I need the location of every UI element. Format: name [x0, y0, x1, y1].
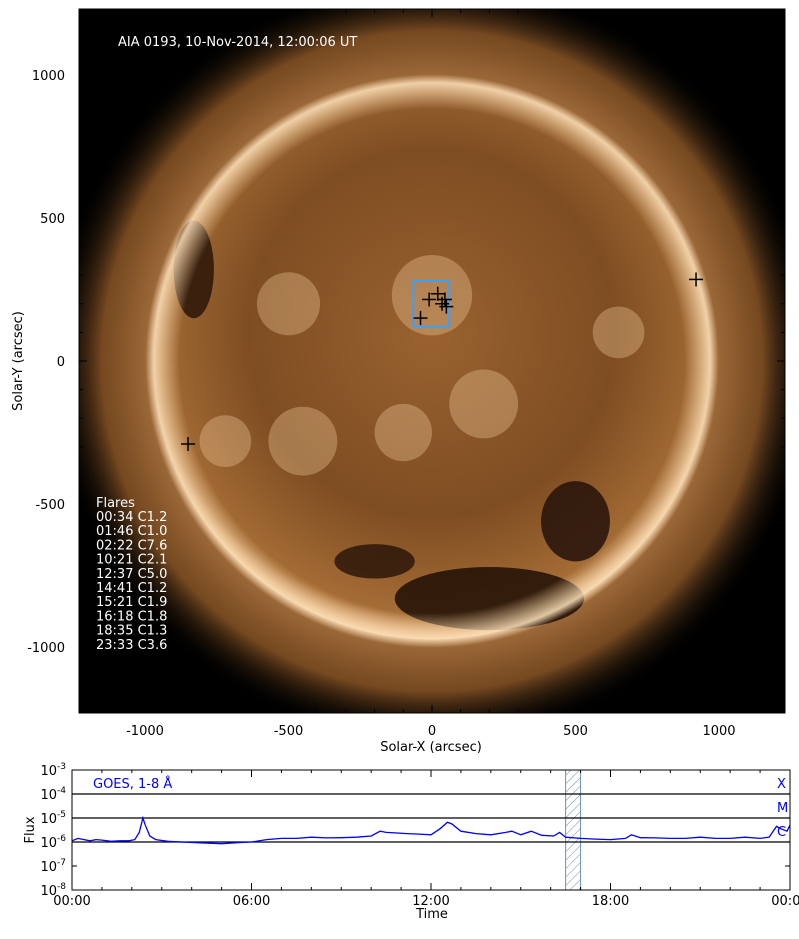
image-x-tick-label: 0 [428, 724, 436, 739]
flare-list-item: 16:18 C1.8 [96, 609, 167, 624]
image-title: AIA 0193, 10-Nov-2014, 12:00:06 UT [118, 35, 357, 50]
chart-y-tick-label: 10-5 [40, 810, 66, 827]
chart-x-tick-label: 00:00 [771, 894, 799, 909]
flare-list-item: 01:46 C1.0 [96, 524, 167, 539]
chart-title: GOES, 1-8 Å [93, 776, 172, 792]
flare-class-label: M [777, 801, 788, 816]
flare-list-item: 14:41 C1.2 [96, 581, 167, 596]
flare-marker [437, 292, 452, 307]
flare-list-item: 10:21 C2.1 [96, 553, 167, 568]
chart-x-tick-label: 18:00 [592, 894, 629, 909]
image-x-tick-label: -500 [274, 724, 304, 739]
solar-limb-glow [145, 74, 719, 648]
flare-list-title: Flares [96, 496, 135, 511]
flare-list-item: 02:22 C7.6 [96, 538, 167, 553]
flare-list-item: 23:33 C3.6 [96, 638, 167, 653]
flare-class-labels: XMC [777, 777, 788, 840]
chart-y-tick-label: 10-6 [40, 834, 66, 851]
image-y-axis-label: Solar-Y (arcsec) [11, 311, 26, 411]
goes-chart-panel: XMC GOES, 1-8 Å 00:00 06:00 12:00 18:00 00:0… [23, 762, 799, 922]
image-y-tick-label: 1000 [32, 69, 65, 84]
flare-marker [439, 299, 454, 314]
flare-marker [181, 436, 196, 451]
image-y-tick-label: -500 [35, 498, 65, 513]
chart-y-tick-label: 10-7 [40, 858, 66, 875]
image-y-tick-label: -1000 [27, 641, 65, 656]
goes-flux-series-line [72, 815, 790, 845]
image-x-tick-label: 1000 [702, 724, 735, 739]
flare-list-item: 18:35 C1.3 [96, 624, 167, 639]
chart-y-axis-label: Flux [23, 816, 38, 843]
image-x-tick-label: 500 [563, 724, 588, 739]
chart-plot-area [72, 770, 790, 890]
chart-x-tick-label: 12:00 [412, 894, 449, 909]
flare-marker [430, 286, 445, 301]
flare-marker [413, 311, 428, 326]
image-x-axis: -1000 -500 0 500 1000 [87, 9, 777, 739]
chart-y-tick-label: 10-4 [40, 786, 66, 803]
flare-list-item: 00:34 C1.2 [96, 510, 167, 525]
flare-list-item: 15:21 C1.9 [96, 595, 167, 610]
chart-x-axis: 00:00 06:00 12:00 18:00 00:00 [53, 770, 799, 909]
solar-image-panel: AIA 0193, 10-Nov-2014, 12:00:06 UT Flare… [11, 8, 786, 755]
flare-markers [181, 272, 704, 451]
flare-class-label: C [777, 825, 786, 840]
chart-x-tick-label: 00:00 [53, 894, 90, 909]
region-of-interest-box [412, 279, 451, 328]
flare-marker [689, 272, 704, 287]
chart-y-tick-label: 10-3 [40, 762, 66, 779]
chart-x-tick-label: 06:00 [233, 894, 270, 909]
chart-y-axis: 10-810-710-610-510-410-3 [40, 762, 790, 899]
image-y-tick-label: 0 [57, 355, 65, 370]
image-y-axis: -1000 -500 0 500 1000 [27, 17, 785, 705]
image-x-tick-label: -1000 [126, 724, 164, 739]
image-x-axis-label: Solar-X (arcsec) [380, 740, 482, 755]
shaded-time-interval [565, 770, 582, 890]
flare-marker [422, 292, 437, 307]
flare-class-label: X [777, 777, 786, 792]
flare-list-item: 12:37 C5.0 [96, 567, 167, 582]
image-y-tick-label: 500 [40, 212, 65, 227]
chart-x-axis-label: Time [415, 907, 448, 922]
